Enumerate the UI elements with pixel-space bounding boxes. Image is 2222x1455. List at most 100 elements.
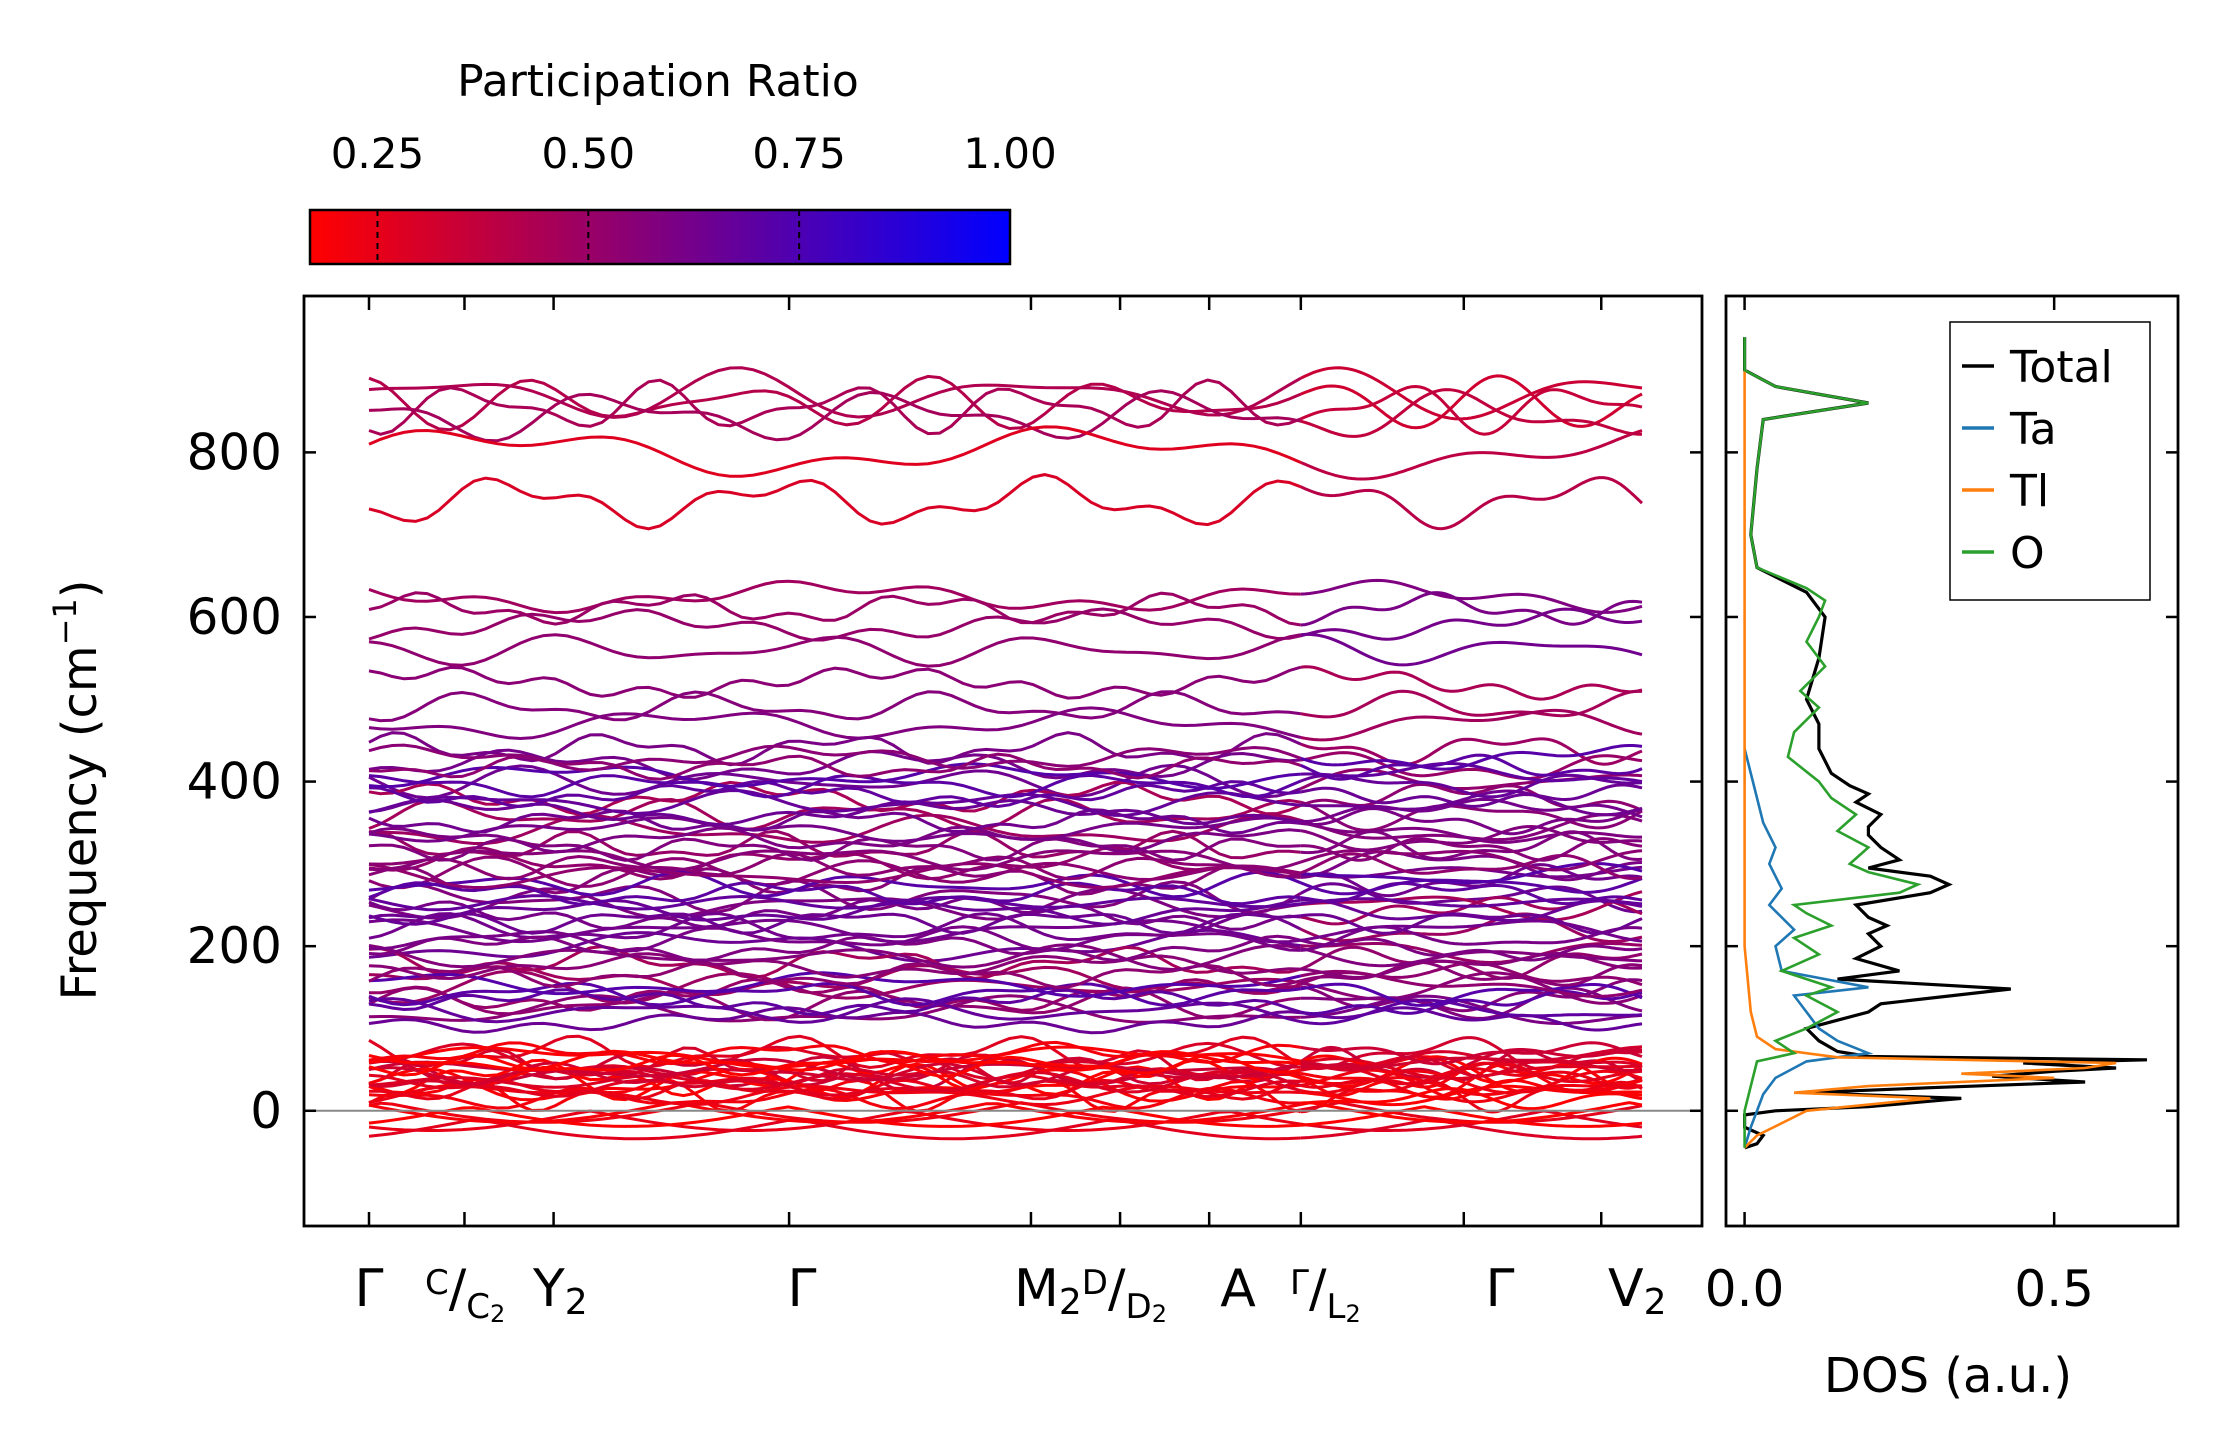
band-branch <box>1300 689 1643 719</box>
band-branch <box>368 855 1302 890</box>
band-branch <box>1300 476 1644 531</box>
legend-label-o: O <box>2010 528 2045 579</box>
band-branch <box>368 788 1301 817</box>
band-branch <box>1300 1117 1643 1141</box>
band-branch <box>368 473 1302 531</box>
band-branch <box>368 971 1302 998</box>
legend-label-tl: Tl <box>2009 466 2049 517</box>
band-branch <box>1300 1048 1642 1079</box>
band-branch <box>368 1073 1301 1099</box>
y-tick-label: 0 <box>250 1082 282 1140</box>
band-branch <box>368 815 1302 843</box>
band-branch <box>368 633 1302 668</box>
band-branch <box>368 945 1302 980</box>
band-branch <box>368 1101 1302 1124</box>
band-branch <box>368 731 1302 767</box>
band-branch <box>368 952 1301 981</box>
band-branch <box>1300 783 1643 808</box>
band-branch <box>368 1101 1302 1124</box>
band-branch <box>368 1117 1301 1141</box>
band-branch <box>1300 797 1643 823</box>
band-branch <box>368 912 1301 935</box>
band-branch <box>368 374 1302 432</box>
dos-legend: Total Ta Tl O <box>1949 321 2151 601</box>
kpoint-label-c-c2: C/C2 <box>425 1259 505 1328</box>
dos-curve-o <box>1743 337 1922 1148</box>
band-branch <box>368 1078 1302 1114</box>
dos-x-tick-label: 0.5 <box>2014 1260 2094 1318</box>
band-branch <box>1300 971 1643 1005</box>
dos-curve-tl <box>1743 370 2117 1149</box>
band-branch <box>1300 384 1643 436</box>
colorbar-tick-label: 0.25 <box>331 129 425 178</box>
y-axis-label: Frequency (cm−1) <box>46 579 108 1000</box>
band-branch <box>368 748 1301 781</box>
dos-curve-ta <box>1743 748 1874 1149</box>
band-branch <box>1300 591 1643 627</box>
band-branch <box>1300 1066 1643 1089</box>
dos-ticks: 0.0 0.5 <box>1705 296 2178 1318</box>
y-axis-label-sup: −1 <box>46 598 84 645</box>
band-branch <box>368 743 1302 772</box>
band-branch <box>1300 773 1643 799</box>
band-branch <box>1300 751 1643 781</box>
colorbar-tick-label: 0.50 <box>542 129 636 178</box>
y-axis-label-main: Frequency (cm <box>52 645 108 1000</box>
colorbar-tick-label: 0.75 <box>752 129 846 178</box>
band-branch <box>1300 820 1642 844</box>
band-axes-frame <box>302 294 1704 1228</box>
band-branch <box>1300 1045 1643 1070</box>
band-branch <box>1300 969 1643 998</box>
band-branch <box>1300 881 1643 906</box>
kpoint-label-gamma-3: Γ <box>1486 1259 1515 1319</box>
band-branch <box>1300 824 1643 852</box>
dos-axes-frame <box>1724 294 2180 1228</box>
colorbar-ticks <box>376 210 801 264</box>
band-branch <box>1300 665 1643 701</box>
legend-items: Total Ta Tl O <box>1962 342 2113 579</box>
band-branch <box>1300 1057 1643 1081</box>
band-branch <box>368 997 1302 1024</box>
y-axis-label-end: ) <box>52 579 108 598</box>
band-branch <box>368 665 1302 700</box>
band-branch <box>368 918 1301 944</box>
kpoint-label-gamma-2: Γ <box>788 1259 817 1319</box>
band-branch <box>368 870 1302 899</box>
dos-curve-total <box>1743 337 2148 1150</box>
band-branch <box>368 861 1301 890</box>
band-branch <box>1300 890 1643 922</box>
band-branch <box>368 579 1301 615</box>
band-branch <box>1300 374 1643 430</box>
band-branch <box>1300 946 1643 968</box>
band-branch <box>1300 388 1643 438</box>
kpath-labels: Γ C/C2 Y2 Γ M2D/D2 A Γ/L2 Γ V2 <box>355 1259 1667 1328</box>
band-branch <box>1300 753 1643 781</box>
band-branch <box>368 690 1301 723</box>
band-branch <box>368 894 1301 912</box>
band-branch <box>368 780 1301 809</box>
y-tick-label: 800 <box>187 423 282 481</box>
kpoint-label-m2-d-d2: M2D/D2 <box>1014 1259 1167 1328</box>
band-branches <box>368 366 1644 1141</box>
dos-curves <box>1743 337 2148 1150</box>
band-branch <box>368 366 1302 419</box>
band-branch <box>1300 632 1643 667</box>
colorbar-tick-label: 1.00 <box>963 129 1057 178</box>
band-branch <box>368 943 1302 972</box>
band-branch <box>1300 429 1643 481</box>
band-branch <box>368 607 1302 642</box>
band-branch <box>368 825 1301 854</box>
kpoint-label-v2: V2 <box>1608 1259 1666 1323</box>
band-branch <box>1300 744 1643 771</box>
kpoint-label-a: A <box>1220 1259 1256 1319</box>
band-branch <box>1300 863 1643 898</box>
dos-x-axis-label: DOS (a.u.) <box>1824 1348 2072 1404</box>
kpoint-label-gamma-l2: Γ/L2 <box>1290 1259 1361 1328</box>
dos-x-tick-label: 0.0 <box>1705 1260 1785 1318</box>
band-branch <box>368 1105 1301 1128</box>
band-branch <box>1300 986 1643 1020</box>
band-branch <box>368 389 1302 443</box>
colorbar: Participation Ratio 0.25 0.50 0.75 1.00 <box>308 56 1057 266</box>
band-structure-panel: 0 200 400 600 800 Frequency (cm−1) Γ C/C2 Y2… <box>46 294 1704 1328</box>
band-branch <box>1300 800 1643 832</box>
